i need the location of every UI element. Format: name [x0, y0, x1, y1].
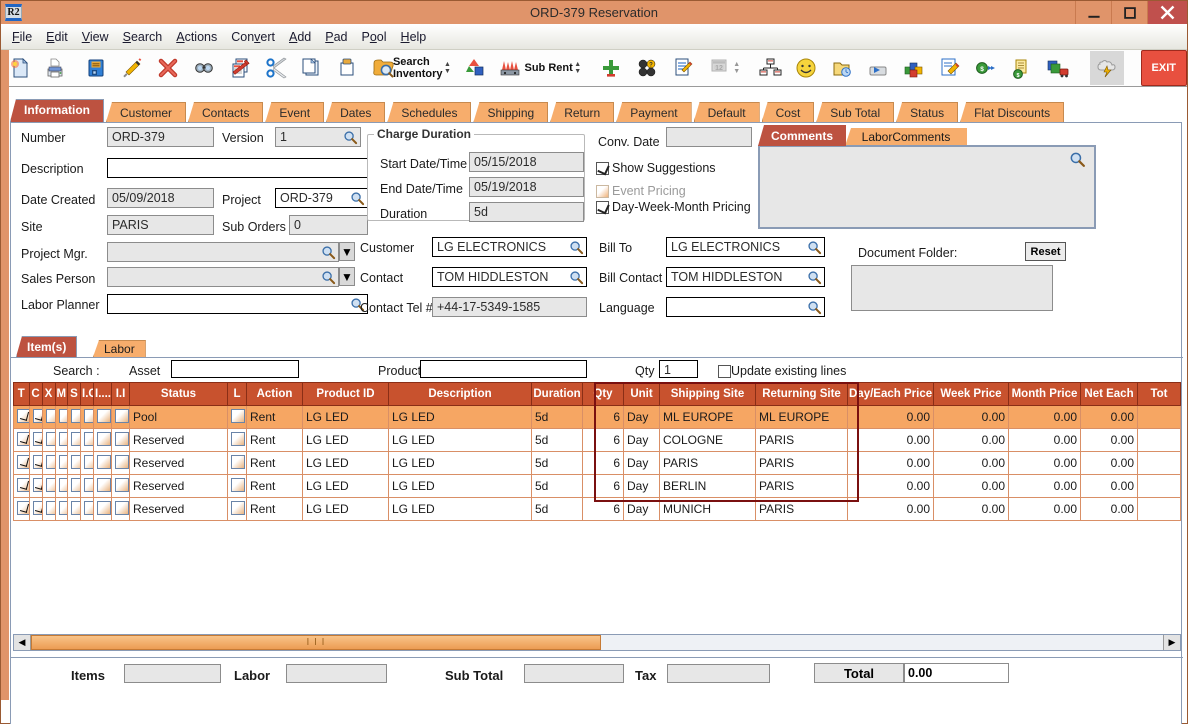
- svg-text:$: $: [1016, 73, 1019, 79]
- svg-text:$: $: [980, 66, 984, 73]
- svg-text:12: 12: [715, 65, 723, 72]
- svg-text:?: ?: [649, 63, 653, 69]
